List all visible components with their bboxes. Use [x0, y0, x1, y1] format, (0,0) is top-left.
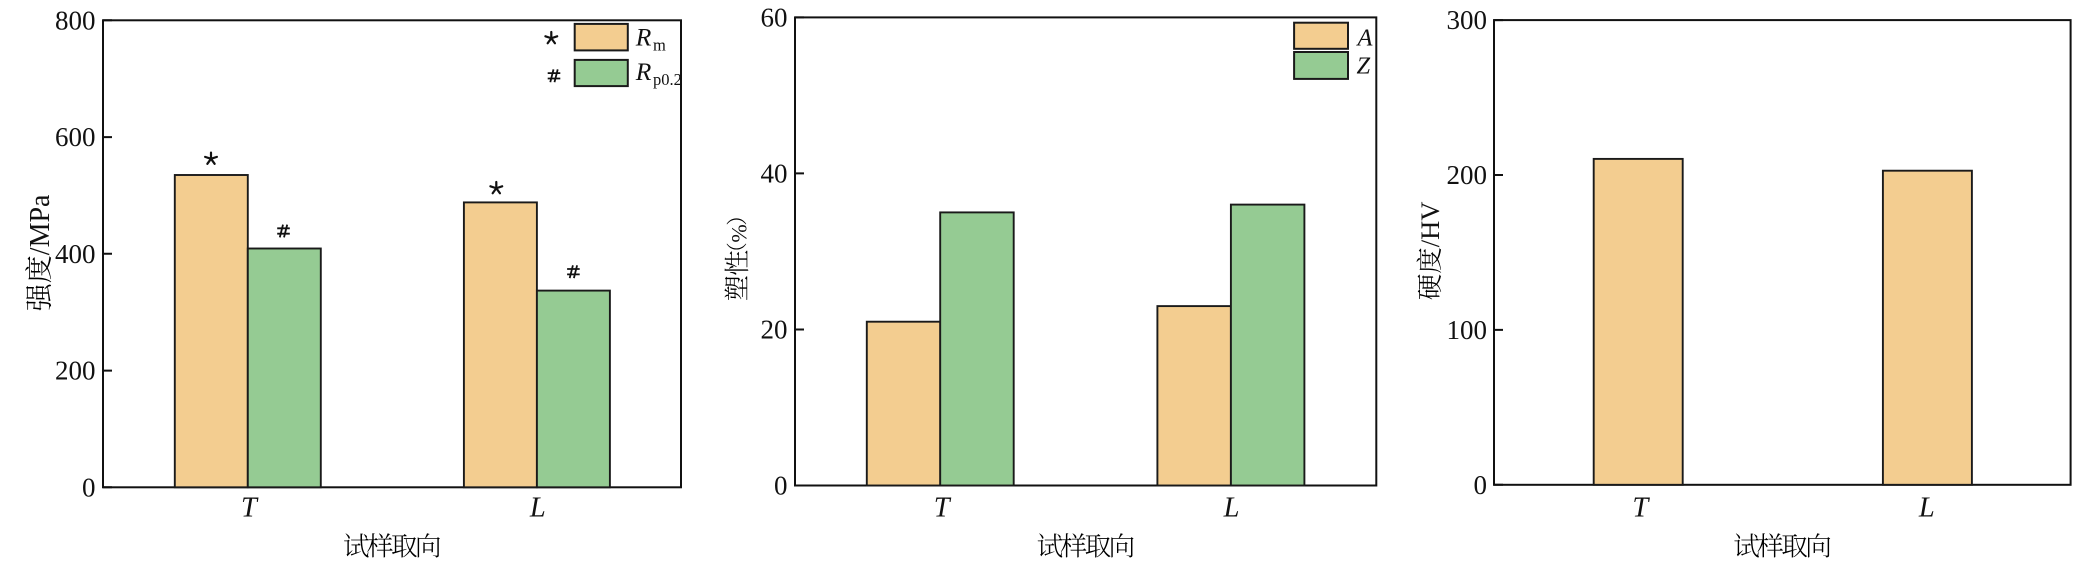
svg-text:T: T [934, 492, 952, 523]
svg-text:60: 60 [761, 2, 788, 32]
svg-text:200: 200 [1447, 160, 1488, 190]
svg-text:L: L [529, 492, 546, 523]
svg-text:L: L [1918, 492, 1935, 523]
svg-text:Z: Z [1357, 52, 1371, 79]
svg-text:20: 20 [761, 315, 788, 345]
svg-text:A: A [1356, 25, 1374, 52]
svg-text:100: 100 [1447, 315, 1488, 345]
svg-text:0: 0 [1474, 470, 1488, 500]
svg-text:0: 0 [774, 471, 788, 501]
svg-text:40: 40 [761, 158, 788, 188]
svg-text:/HV: /HV [1415, 202, 1445, 248]
svg-text:200: 200 [55, 356, 96, 386]
svg-text:R: R [635, 57, 652, 86]
svg-text:T: T [241, 492, 259, 523]
svg-text:300: 300 [1447, 5, 1488, 35]
svg-text:/MPa: /MPa [25, 194, 56, 255]
svg-text:m: m [653, 35, 666, 54]
svg-text:400: 400 [55, 239, 96, 269]
svg-text:T: T [1632, 492, 1650, 523]
svg-text:%: % [726, 224, 751, 242]
svg-text:0: 0 [82, 472, 96, 502]
svg-text:L: L [1223, 492, 1240, 523]
svg-text:p0.2: p0.2 [653, 70, 682, 89]
svg-text:600: 600 [55, 122, 96, 152]
svg-text:800: 800 [55, 5, 96, 35]
svg-text:R: R [635, 23, 652, 52]
